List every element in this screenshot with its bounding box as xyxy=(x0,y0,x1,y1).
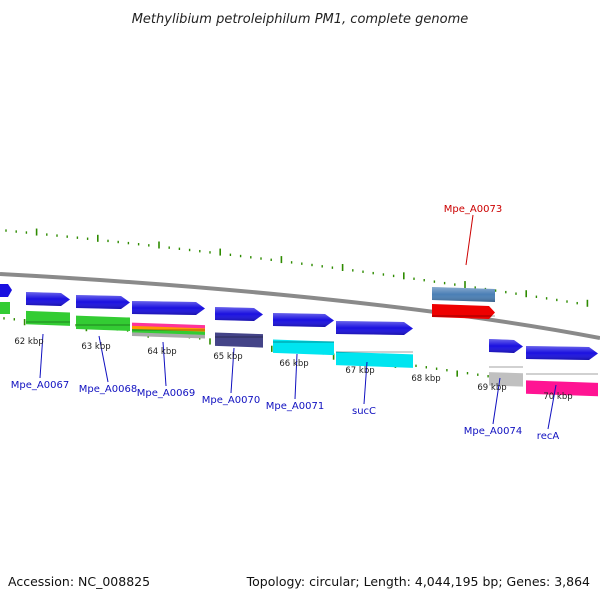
gene-product-bar xyxy=(76,315,130,331)
gene-arrow-shade xyxy=(26,292,70,306)
kbp-label: 69 kbp xyxy=(477,383,506,393)
gene-features xyxy=(0,284,598,397)
label-leader-line xyxy=(547,384,557,430)
gene-label[interactable]: Mpe_A0073 xyxy=(444,204,502,215)
gene-product-shadow xyxy=(76,324,130,326)
gene-arrow-shade xyxy=(215,307,263,321)
kbp-label: 63 kbp xyxy=(81,342,110,352)
gene-label[interactable]: Mpe_A0071 xyxy=(266,401,324,412)
gene-Mpe_A0074[interactable] xyxy=(489,339,523,387)
gene-arrow-shade xyxy=(432,287,495,302)
label-leader-line xyxy=(98,335,109,383)
gene-label[interactable]: recA xyxy=(537,431,560,442)
gene-product-bar xyxy=(132,325,205,333)
accession-text: Accession: NC_008825 xyxy=(8,574,150,589)
label-leader-line xyxy=(294,353,298,400)
gene-arrow-partial xyxy=(0,284,12,297)
gene-product-shadow xyxy=(132,329,205,331)
gene-label[interactable]: Mpe_A0070 xyxy=(202,395,260,406)
gene-product-bar xyxy=(132,329,205,336)
label-leader-line xyxy=(363,361,368,405)
outer-tick-track xyxy=(5,228,589,307)
gene-product-shadow xyxy=(336,351,413,353)
gene-product-bar xyxy=(489,372,523,387)
gene-product-shadow xyxy=(432,315,495,317)
label-leader-line xyxy=(39,333,44,379)
genome-summary-text: Topology: circular; Length: 4,044,195 bp… xyxy=(246,574,590,589)
gene-label[interactable]: Mpe_A0067 xyxy=(11,380,69,391)
kbp-label: 68 kbp xyxy=(411,374,440,384)
gene-product-bar xyxy=(432,304,495,319)
gene-arrow-shade xyxy=(273,313,334,327)
gene-Mpe_A0067[interactable] xyxy=(26,292,70,326)
kbp-label: 65 kbp xyxy=(213,352,242,362)
kbp-label: 70 kbp xyxy=(543,392,572,402)
gene-product-bar xyxy=(215,332,263,348)
gene-product-partial xyxy=(0,302,10,314)
gene-recA[interactable] xyxy=(526,346,598,397)
gene-product-shadow xyxy=(526,373,598,375)
kbp-label: 62 kbp xyxy=(14,337,43,347)
label-leader-line xyxy=(492,377,501,425)
gene-Mpe_A0068[interactable] xyxy=(76,295,130,331)
gene-product-shadow xyxy=(26,321,70,323)
gene-labels: Mpe_A0067 Mpe_A0068 Mpe_A0069 Mpe_A0070 Mpe_… xyxy=(11,204,560,442)
gene-product-shadow xyxy=(273,341,334,343)
gene-sucC[interactable] xyxy=(336,321,413,368)
gene-label[interactable]: sucC xyxy=(352,406,376,417)
gene-Mpe_A0071[interactable] xyxy=(273,313,334,356)
gene-Mpe_A0070[interactable] xyxy=(215,307,263,348)
gene-product-bar xyxy=(273,339,334,356)
gene-label[interactable]: Mpe_A0068 xyxy=(79,384,137,395)
gene-label[interactable]: Mpe_A0069 xyxy=(137,388,195,399)
kbp-label: 64 kbp xyxy=(147,347,176,357)
map-title: Methylibium petroleiphilum PM1, complete… xyxy=(132,12,469,27)
gene-arrow-shade xyxy=(132,301,205,315)
label-leader-line xyxy=(465,214,474,266)
gene-label[interactable]: Mpe_A0074 xyxy=(464,426,522,437)
gene-product-bar xyxy=(336,351,413,368)
scale-labels: 62 kbp 63 kbp 64 kbp 65 kbp 66 kbp 67 kbp 68 k… xyxy=(14,337,572,402)
kbp-label: 66 kbp xyxy=(279,359,308,369)
gene-arrow-shade xyxy=(526,346,598,360)
gene-Mpe_A0073[interactable] xyxy=(432,287,495,319)
label-leader-line xyxy=(230,347,235,394)
gene-product-shadow xyxy=(215,336,263,338)
gene-product-bar xyxy=(132,322,205,329)
gene-arrow-shade xyxy=(489,339,523,353)
gene-product-bar xyxy=(526,380,598,397)
kbp-label: 67 kbp xyxy=(345,366,374,376)
gene-arrow-shade xyxy=(76,295,130,309)
gene-product-bar xyxy=(26,310,70,326)
label-leader-line xyxy=(162,341,167,387)
gene-arrow-shade xyxy=(336,321,413,335)
genome-backbone xyxy=(0,272,600,340)
gene-Mpe_A0069[interactable] xyxy=(132,301,205,339)
gene-product-shadow xyxy=(489,366,523,368)
gene-product-bar xyxy=(132,332,205,339)
